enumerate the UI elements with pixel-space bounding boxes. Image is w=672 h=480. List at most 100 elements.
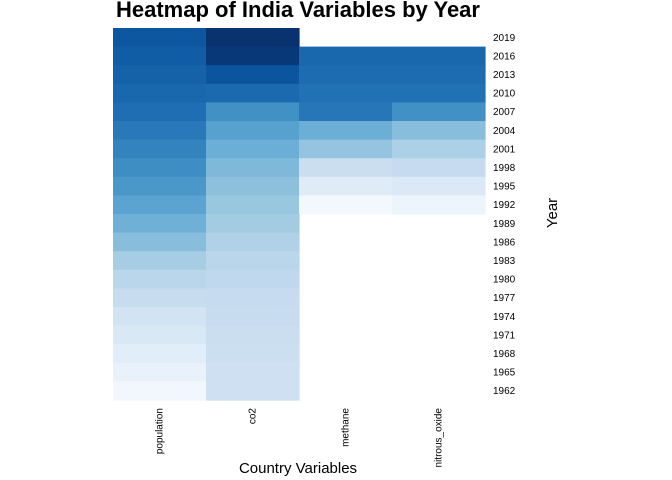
y-tick-label: 2013 <box>493 70 516 81</box>
heatmap-cell <box>113 276 207 283</box>
heatmap-cell <box>206 83 300 91</box>
heatmap-cell <box>206 108 300 116</box>
heatmap-cell <box>113 114 207 122</box>
heatmap-cell <box>206 263 300 271</box>
heatmap-cell <box>299 46 393 54</box>
heatmap-cell <box>113 158 207 165</box>
heatmap-cell <box>206 71 300 79</box>
heatmap-cell <box>206 393 300 401</box>
heatmap-cell <box>113 375 207 382</box>
x-tick-labels: population co2 methane nitrous_oxide <box>155 408 445 468</box>
y-tick-label: 1989 <box>493 219 516 230</box>
heatmap-cell <box>113 164 207 172</box>
x-tick-label: co2 <box>248 408 259 425</box>
heatmap-cell <box>113 344 207 351</box>
heatmap-cell <box>392 195 486 203</box>
heatmap-cell <box>206 387 300 395</box>
heatmap-cell <box>113 238 207 246</box>
heatmap-cell <box>113 176 207 184</box>
heatmap-cell <box>113 220 207 227</box>
heatmap-cell <box>392 121 486 128</box>
heatmap-cell <box>299 158 393 165</box>
heatmap-cell <box>392 133 486 141</box>
y-tick-label: 1962 <box>493 386 516 397</box>
heatmap-cell <box>113 59 207 66</box>
y-tick-label: 1995 <box>493 182 516 193</box>
x-tick-label: methane <box>341 408 352 447</box>
heatmap-cell <box>206 245 300 252</box>
chart-title: Heatmap of India Variables by Year <box>116 0 480 22</box>
heatmap-cell <box>206 338 300 345</box>
heatmap-cell <box>206 158 300 165</box>
heatmap-cell <box>206 375 300 382</box>
heatmap-cell <box>206 102 300 110</box>
y-tick-label: 2019 <box>493 33 516 44</box>
heatmap-cell <box>206 46 300 54</box>
heatmap-cell <box>113 319 207 327</box>
heatmap-cell <box>113 152 207 159</box>
heatmap-cell <box>113 393 207 401</box>
heatmap-cell <box>206 28 300 35</box>
heatmap-cell <box>299 207 393 215</box>
heatmap-cell <box>392 65 486 72</box>
heatmap-cell <box>113 263 207 271</box>
heatmap-cell <box>299 133 393 141</box>
heatmap-cell <box>113 139 207 147</box>
heatmap-cell <box>299 59 393 66</box>
heatmap-cell <box>113 313 207 320</box>
heatmap-cell <box>392 207 486 215</box>
heatmap-cell <box>113 338 207 345</box>
heatmap-cell <box>206 96 300 103</box>
heatmap-cell <box>113 381 207 389</box>
y-tick-label: 2007 <box>493 107 516 118</box>
heatmap-cell <box>299 176 393 184</box>
heatmap-cell <box>392 176 486 184</box>
heatmap-cell <box>299 83 393 91</box>
heatmap-cell <box>206 214 300 221</box>
heatmap-cell <box>392 114 486 122</box>
heatmap-cell <box>392 71 486 79</box>
heatmap-cell <box>392 145 486 153</box>
heatmap-cell <box>113 232 207 240</box>
heatmap-cell <box>299 102 393 110</box>
heatmap-cell <box>113 294 207 302</box>
heatmap-cell <box>113 121 207 128</box>
heatmap-cell <box>206 52 300 60</box>
heatmap-cell <box>113 251 207 258</box>
heatmap-cell <box>113 108 207 116</box>
heatmap-cell <box>113 183 207 190</box>
y-tick-label: 2001 <box>493 144 516 155</box>
heatmap-cell <box>206 127 300 134</box>
heatmap-cell <box>113 201 207 209</box>
heatmap-cell <box>299 183 393 190</box>
heatmap-cell <box>206 276 300 283</box>
heatmap-cell <box>113 28 207 35</box>
heatmap-cell <box>206 362 300 370</box>
x-axis-label: Country Variables <box>239 460 357 477</box>
heatmap-cell <box>392 59 486 66</box>
heatmap-cell <box>206 201 300 209</box>
heatmap-cell <box>392 52 486 60</box>
heatmap-cell <box>206 121 300 128</box>
heatmap-cell <box>299 145 393 153</box>
heatmap-cell <box>299 127 393 134</box>
heatmap-cell <box>206 325 300 333</box>
heatmap-cell <box>113 170 207 178</box>
heatmap-cell <box>206 189 300 196</box>
x-tick-label: nitrous_oxide <box>434 408 445 468</box>
heatmap-cell <box>206 40 300 48</box>
heatmap-cell <box>299 71 393 79</box>
heatmap-cell <box>206 114 300 122</box>
heatmap-cell <box>392 102 486 110</box>
heatmap-cell <box>206 232 300 240</box>
y-tick-label: 1974 <box>493 312 516 323</box>
heatmap-cell <box>113 195 207 203</box>
heatmap-cell <box>113 52 207 60</box>
heatmap-cell <box>299 114 393 122</box>
heatmap-cell <box>206 226 300 234</box>
heatmap-cell <box>113 362 207 370</box>
heatmap-cell <box>206 344 300 351</box>
heatmap-cell <box>206 238 300 246</box>
heatmap-cell <box>113 145 207 153</box>
